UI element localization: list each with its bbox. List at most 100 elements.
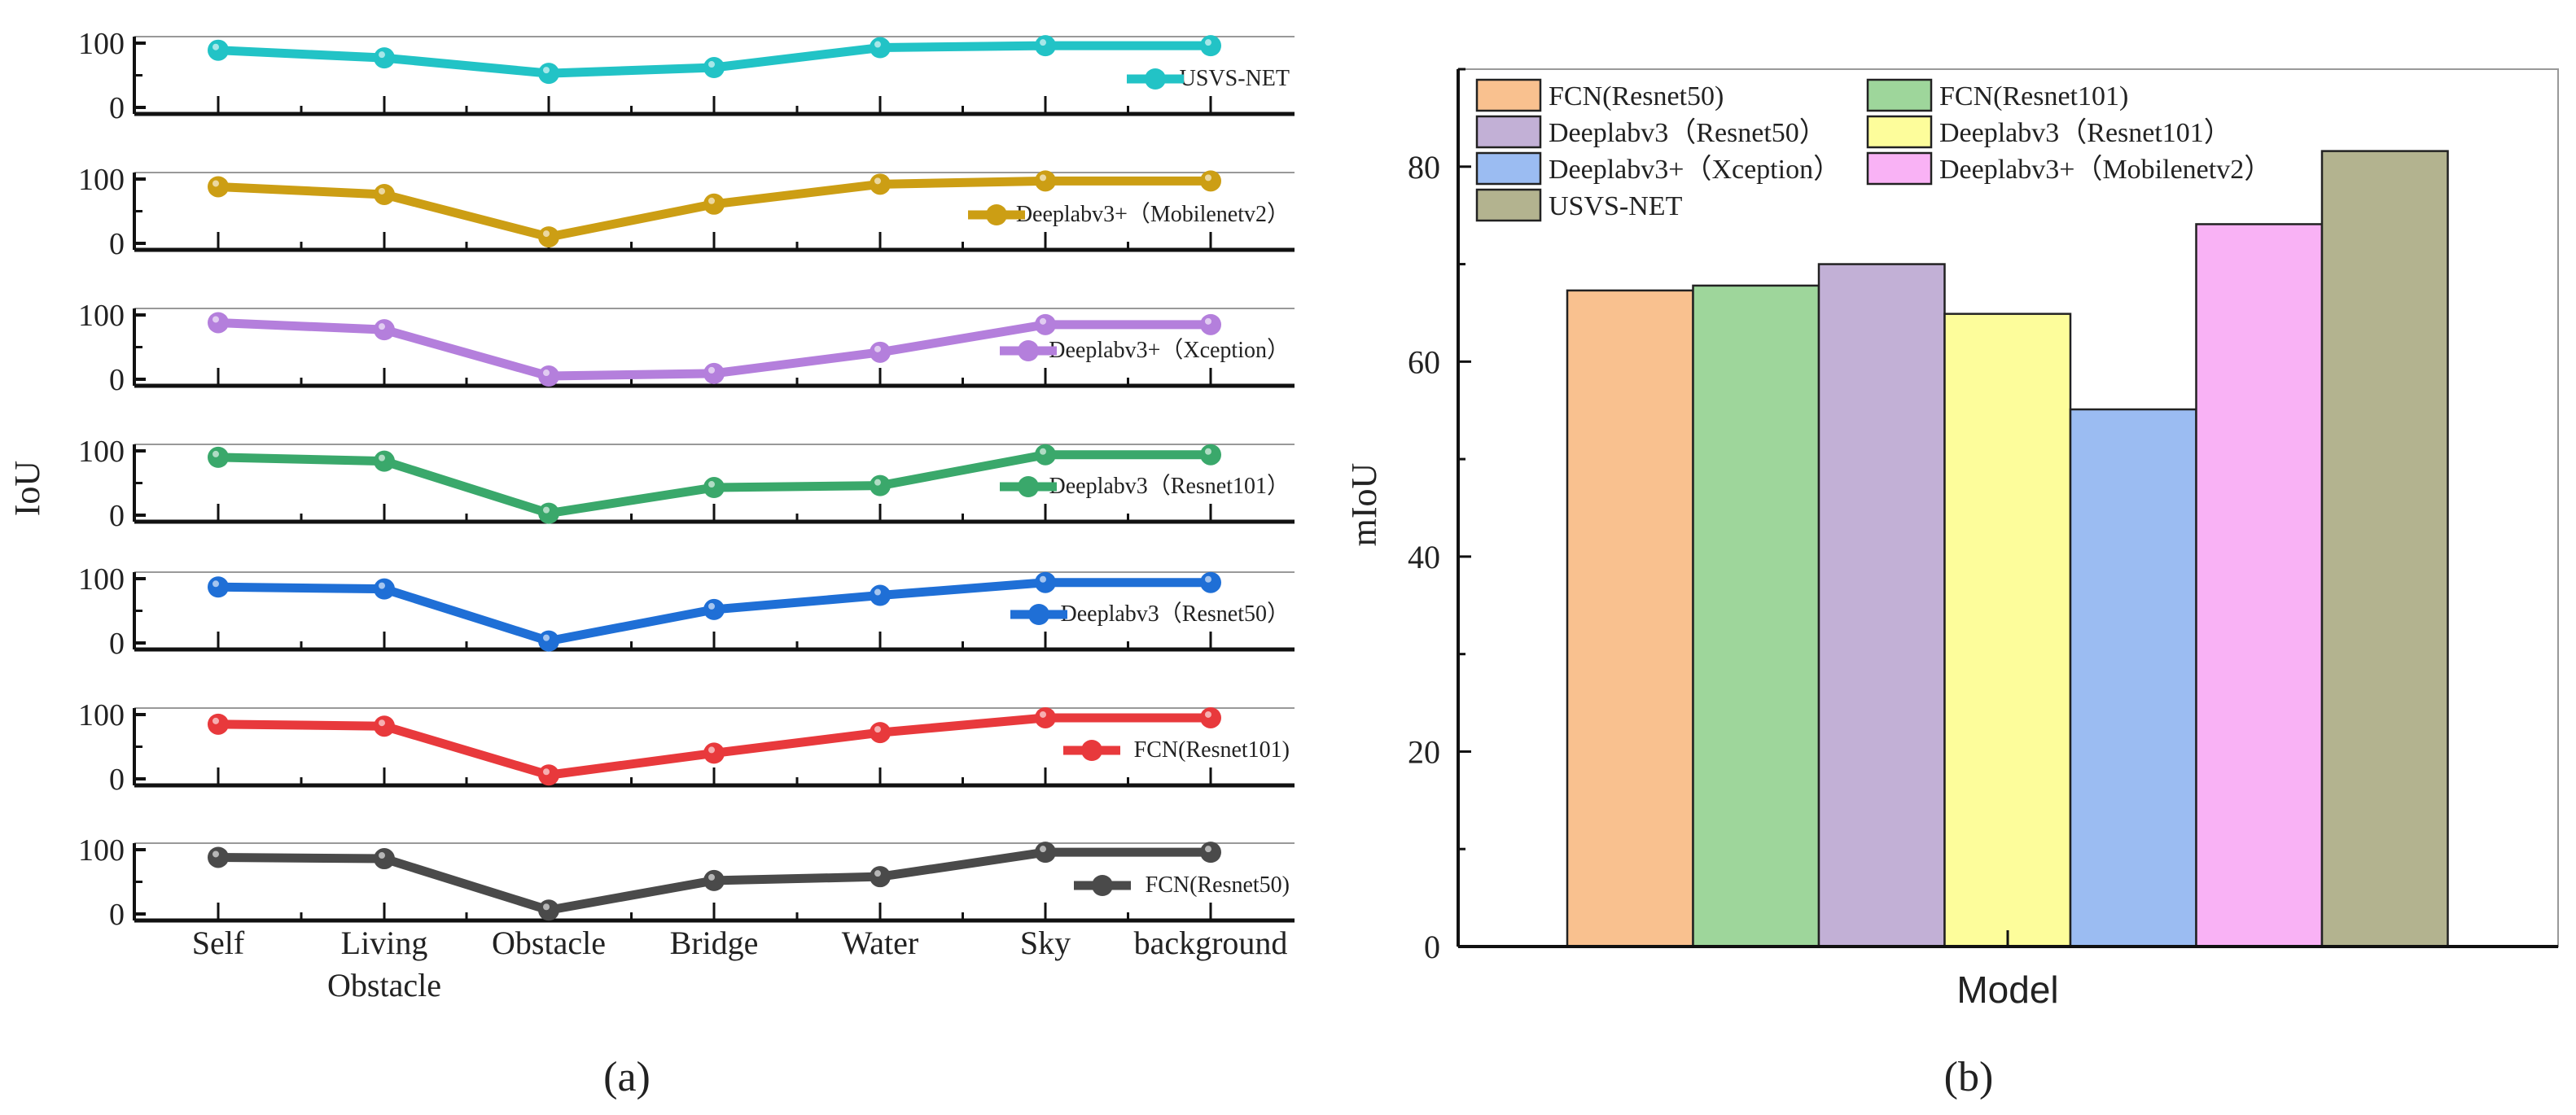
- y-tick-label: 0: [109, 763, 125, 797]
- data-point: [1200, 842, 1221, 864]
- data-point-highlight: [212, 580, 219, 588]
- data-point: [870, 584, 891, 606]
- data-point-highlight: [543, 67, 550, 74]
- legend-label-6: USVS-NET: [1549, 191, 1683, 221]
- legend-label: Deeplabv3（Resnet50）: [1061, 601, 1290, 627]
- panel-a-ylabel: IoU: [7, 461, 47, 516]
- data-point: [208, 576, 229, 598]
- legend-label-1: FCN(Resnet101): [1939, 81, 2128, 112]
- legend-label: USVS-NET: [1180, 66, 1290, 91]
- x-tick-label: Obstacle: [492, 925, 606, 961]
- data-point: [1035, 706, 1056, 728]
- data-point-highlight: [708, 873, 715, 881]
- data-point-highlight: [874, 870, 881, 877]
- data-point: [1035, 35, 1056, 57]
- y-tick-label: 0: [1424, 929, 1440, 965]
- y-tick-label: 0: [109, 499, 125, 533]
- data-point: [208, 312, 229, 334]
- data-point: [538, 226, 559, 248]
- data-point-highlight: [874, 726, 881, 733]
- data-point: [1035, 842, 1056, 864]
- data-point: [374, 47, 395, 69]
- data-point: [703, 57, 725, 79]
- panel-b-ylabel: mIoU: [1344, 463, 1384, 547]
- legend-label-4: Deeplabv3+（Xception）: [1549, 154, 1841, 185]
- data-point-highlight: [708, 197, 715, 204]
- panel-b-label: (b): [1944, 1054, 1994, 1100]
- data-point-highlight: [1040, 39, 1046, 46]
- data-point-highlight: [1205, 174, 1211, 181]
- data-point: [870, 37, 891, 59]
- data-point: [538, 899, 559, 921]
- data-point-highlight: [212, 717, 219, 724]
- x-tick-label: Water: [842, 925, 919, 961]
- data-point: [1035, 571, 1056, 593]
- data-point: [374, 183, 395, 205]
- bar-1: [1692, 284, 1820, 948]
- subplot-0: 0 100 USVS-NET: [78, 27, 1295, 125]
- panel-b-xlabel: Model: [1956, 969, 2058, 1011]
- x-tick-label: Obstacle: [327, 967, 441, 1003]
- data-point: [208, 446, 229, 468]
- data-point: [538, 764, 559, 786]
- data-point-highlight: [1040, 846, 1046, 853]
- y-tick-label: 20: [1408, 733, 1440, 770]
- data-point: [1200, 571, 1221, 593]
- data-point-highlight: [1040, 575, 1046, 583]
- data-point-highlight: [1040, 317, 1046, 325]
- legend-marker: [1145, 68, 1166, 90]
- legend-label-2: Deeplabv3（Resnet50）: [1549, 117, 1827, 148]
- data-point: [374, 578, 395, 600]
- legend-marker: [1018, 476, 1039, 497]
- subplot-3: 0 100 Deeplabv3（Resnet101）: [78, 435, 1295, 533]
- data-point-highlight: [212, 850, 219, 858]
- legend-swatch-4: [1475, 151, 1542, 186]
- data-point: [703, 362, 725, 384]
- legend-swatch-5: [1866, 151, 1933, 186]
- legend-swatch-0: [1475, 78, 1542, 112]
- legend-label: Deeplabv3+（Mobilenetv2）: [1016, 201, 1290, 227]
- bar-2: [1817, 263, 1946, 948]
- data-point: [208, 39, 229, 61]
- data-point-highlight: [543, 768, 550, 776]
- legend-label: FCN(Resnet101): [1134, 737, 1290, 763]
- data-point: [1035, 313, 1056, 335]
- bar-0: [1566, 289, 1694, 948]
- data-point-highlight: [543, 903, 550, 911]
- data-point-highlight: [874, 588, 881, 596]
- data-point-highlight: [874, 479, 881, 486]
- data-point-highlight: [212, 43, 219, 50]
- data-point-highlight: [708, 366, 715, 374]
- y-tick-label: 0: [109, 627, 125, 661]
- y-tick-label: 80: [1408, 149, 1440, 186]
- data-point-highlight: [379, 852, 385, 859]
- y-tick-label: 100: [78, 833, 125, 868]
- x-tick-label: Self: [192, 925, 245, 961]
- data-point-highlight: [708, 61, 715, 68]
- y-tick-label: 100: [78, 299, 125, 333]
- y-tick-label: 0: [109, 363, 125, 397]
- subplot-5: 0 100 FCN(Resnet101): [78, 698, 1295, 797]
- data-point: [538, 365, 559, 387]
- data-point-highlight: [1040, 448, 1046, 455]
- legend-label: Deeplabv3（Resnet101）: [1049, 473, 1290, 499]
- data-point-highlight: [379, 323, 385, 330]
- data-point-highlight: [1205, 711, 1211, 718]
- y-tick-label: 0: [109, 227, 125, 261]
- data-point: [208, 713, 229, 735]
- data-point: [208, 176, 229, 198]
- y-tick-label: 100: [78, 435, 125, 469]
- data-point: [870, 722, 891, 744]
- data-point-highlight: [1205, 448, 1211, 455]
- data-point-highlight: [379, 51, 385, 59]
- data-point: [538, 502, 559, 524]
- data-point: [374, 715, 395, 737]
- data-point-highlight: [543, 230, 550, 238]
- panel-a-label: (a): [603, 1054, 651, 1100]
- data-point: [538, 63, 559, 85]
- legend-label: FCN(Resnet50): [1146, 872, 1290, 898]
- data-point: [1035, 444, 1056, 466]
- data-point-highlight: [543, 369, 550, 377]
- data-point-highlight: [212, 180, 219, 187]
- data-point-highlight: [379, 454, 385, 461]
